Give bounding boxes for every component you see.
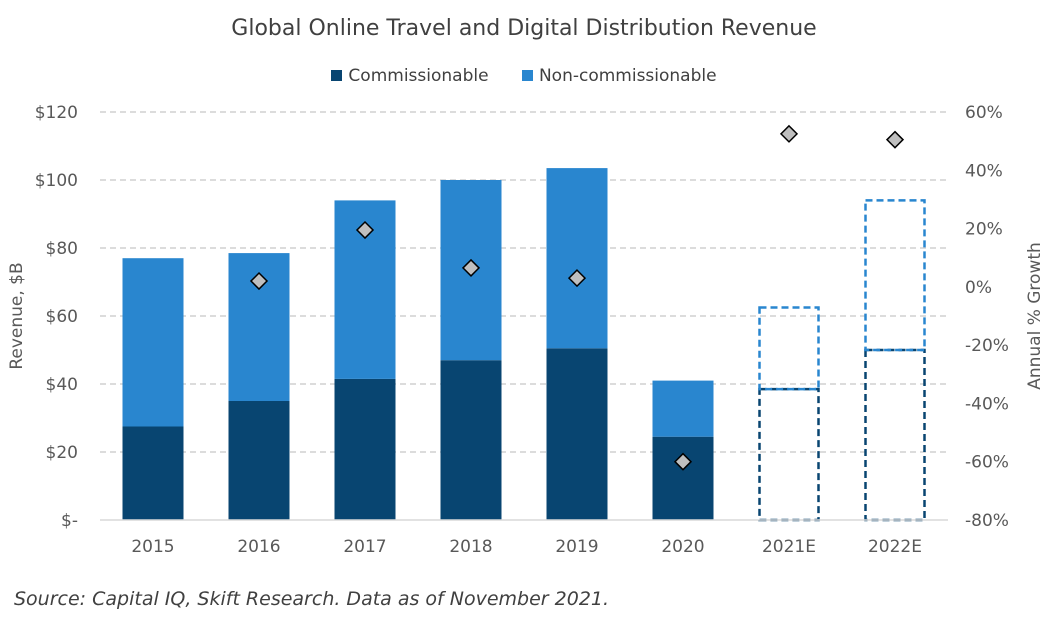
source-note: Source: Capital IQ, Skift Research. Data…: [14, 588, 610, 610]
growth-marker: [567, 269, 587, 288]
y-axis-title: Revenue, $B: [7, 262, 27, 369]
x-tick-label: 2018: [449, 537, 492, 557]
x-tick-label: 2015: [131, 537, 174, 557]
y2-tick-label: -80%: [965, 511, 1009, 531]
y2-tick-label: 20%: [965, 220, 1003, 240]
y-tick-label: $100: [35, 171, 78, 191]
bar-non-commissionable: [864, 199, 926, 352]
growth-marker: [885, 130, 905, 149]
bar-non-commissionable: [122, 258, 184, 427]
y-tick-label: $60: [46, 307, 78, 327]
bar-commissionable: [228, 401, 290, 520]
y-tick-label: $40: [46, 375, 78, 395]
y2-axis-title: Annual % Growth: [1025, 242, 1045, 390]
bar-commissionable: [440, 360, 502, 520]
bar-commissionable: [334, 378, 396, 520]
bar-non-commissionable: [758, 306, 820, 391]
bar-non-commissionable: [652, 380, 714, 437]
y-tick-label: $120: [35, 103, 78, 123]
legend-label-non-commissionable: Non-commissionable: [538, 66, 717, 86]
legend-item-non-commissionable: Non-commissionable: [521, 66, 717, 86]
y2-tick-label: 40%: [965, 161, 1003, 181]
x-tick-label: 2021E: [762, 537, 816, 557]
x-tick-label: 2022E: [868, 537, 922, 557]
x-tick-label: 2017: [343, 537, 386, 557]
bar-commissionable: [652, 436, 714, 520]
x-tick-label: 2016: [237, 537, 280, 557]
y-tick-label: $-: [61, 511, 78, 531]
growth-marker: [249, 271, 269, 291]
legend-swatch-commissionable: [331, 70, 343, 81]
y2-tick-label: -40%: [965, 394, 1009, 414]
growth-marker: [779, 124, 799, 143]
bar-commissionable: [864, 348, 926, 522]
legend-label-commissionable: Commissionable: [348, 66, 489, 86]
chart-title: Global Online Travel and Digital Distrib…: [231, 16, 817, 41]
legend-item-commissionable: Commissionable: [331, 66, 489, 86]
x-tick-label: 2020: [661, 537, 704, 557]
y2-tick-label: -20%: [965, 336, 1009, 356]
bar-commissionable: [546, 348, 608, 520]
bar-commissionable: [122, 426, 184, 520]
growth-marker: [461, 258, 481, 277]
growth-marker: [355, 220, 375, 240]
y2-tick-label: 60%: [965, 103, 1003, 123]
y2-tick-label: 0%: [965, 278, 992, 298]
y-tick-label: $80: [46, 239, 78, 259]
bar-commissionable: [758, 387, 820, 522]
y2-tick-label: -60%: [965, 453, 1009, 473]
x-tick-label: 2019: [555, 537, 598, 557]
growth-marker: [673, 452, 693, 471]
bar-non-commissionable: [546, 168, 608, 349]
y-tick-label: $20: [46, 443, 78, 463]
legend-swatch-non-commissionable: [521, 70, 533, 81]
legend: Commissionable Non-commissionable: [0, 66, 1048, 86]
